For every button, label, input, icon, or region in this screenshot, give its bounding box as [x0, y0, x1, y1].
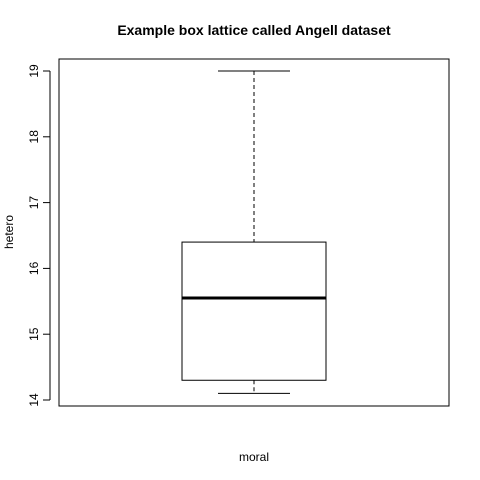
y-tick-label: 19	[27, 64, 41, 78]
y-axis-label: hetero	[2, 215, 16, 249]
interquartile-box	[181, 241, 327, 381]
y-tick-label: 15	[27, 327, 41, 341]
y-tick-label: 17	[27, 196, 41, 210]
box-plot	[181, 70, 327, 394]
chart-title: Example box lattice called Angell datase…	[117, 22, 391, 38]
y-tick-label: 18	[27, 130, 41, 144]
y-tick-label: 14	[27, 393, 41, 407]
x-axis-label: moral	[239, 450, 269, 464]
plot-area-border	[58, 58, 450, 407]
y-tick-label: 16	[27, 261, 41, 275]
y-axis: 14 15 16 17 18 19	[27, 64, 51, 407]
